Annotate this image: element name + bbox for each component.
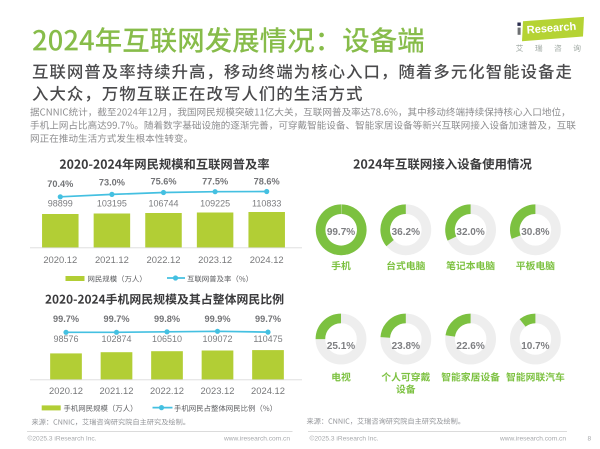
svg-text:73.0%: 73.0% [99,178,125,188]
svg-text:102874: 102874 [101,334,131,344]
svg-text:30.8%: 30.8% [521,227,549,238]
svg-text:22.6%: 22.6% [456,341,484,352]
svg-text:2023.12: 2023.12 [198,254,232,265]
svg-text:99.7%: 99.7% [255,314,281,324]
svg-text:36.2%: 36.2% [392,227,420,238]
svg-text:75.6%: 75.6% [150,176,176,186]
svg-text:99.7%: 99.7% [327,227,355,238]
svg-text:70.4%: 70.4% [47,179,73,189]
svg-text:2022.12: 2022.12 [147,254,181,265]
svg-text:2020.12: 2020.12 [49,385,83,396]
svg-text:www.iresearch.com.cn: www.iresearch.com.cn [223,436,290,443]
svg-text:99.9%: 99.9% [204,314,230,324]
svg-text:2023.12: 2023.12 [201,385,235,396]
svg-text:32.0%: 32.0% [456,227,484,238]
svg-text:110475: 110475 [253,334,282,344]
svg-text:106510: 106510 [152,334,182,344]
svg-text:2020.12: 2020.12 [43,254,77,265]
svg-text:78.6%: 78.6% [254,177,280,187]
svg-text:99.7%: 99.7% [103,314,129,324]
svg-text:2024.12: 2024.12 [251,385,285,396]
svg-text:109225: 109225 [200,199,230,209]
svg-text:109072: 109072 [202,334,232,344]
svg-text:99.7%: 99.7% [53,314,79,324]
svg-text:10.7%: 10.7% [521,341,549,352]
svg-text:98576: 98576 [53,334,78,344]
svg-text:2021.12: 2021.12 [100,385,134,396]
svg-text:103195: 103195 [97,199,127,209]
svg-text:25.1%: 25.1% [327,341,355,352]
svg-text:Research: Research [526,21,577,37]
svg-text:23.8%: 23.8% [392,341,420,352]
svg-text:2022.12: 2022.12 [150,385,184,396]
svg-text:©2025.3 iResearch Inc.: ©2025.3 iResearch Inc. [28,435,97,443]
svg-text:106744: 106744 [148,199,178,209]
svg-text:©2025.3 iResearch Inc.: ©2025.3 iResearch Inc. [310,435,379,443]
svg-text:99.8%: 99.8% [154,314,180,324]
svg-text:8: 8 [588,436,592,443]
svg-text:2024.12: 2024.12 [250,254,284,265]
svg-text:110833: 110833 [252,199,281,209]
svg-text:www.iresearch.com.cn: www.iresearch.com.cn [499,436,566,443]
svg-text:98899: 98899 [48,199,73,209]
svg-text:77.5%: 77.5% [202,176,228,186]
svg-text:2021.12: 2021.12 [95,254,129,265]
